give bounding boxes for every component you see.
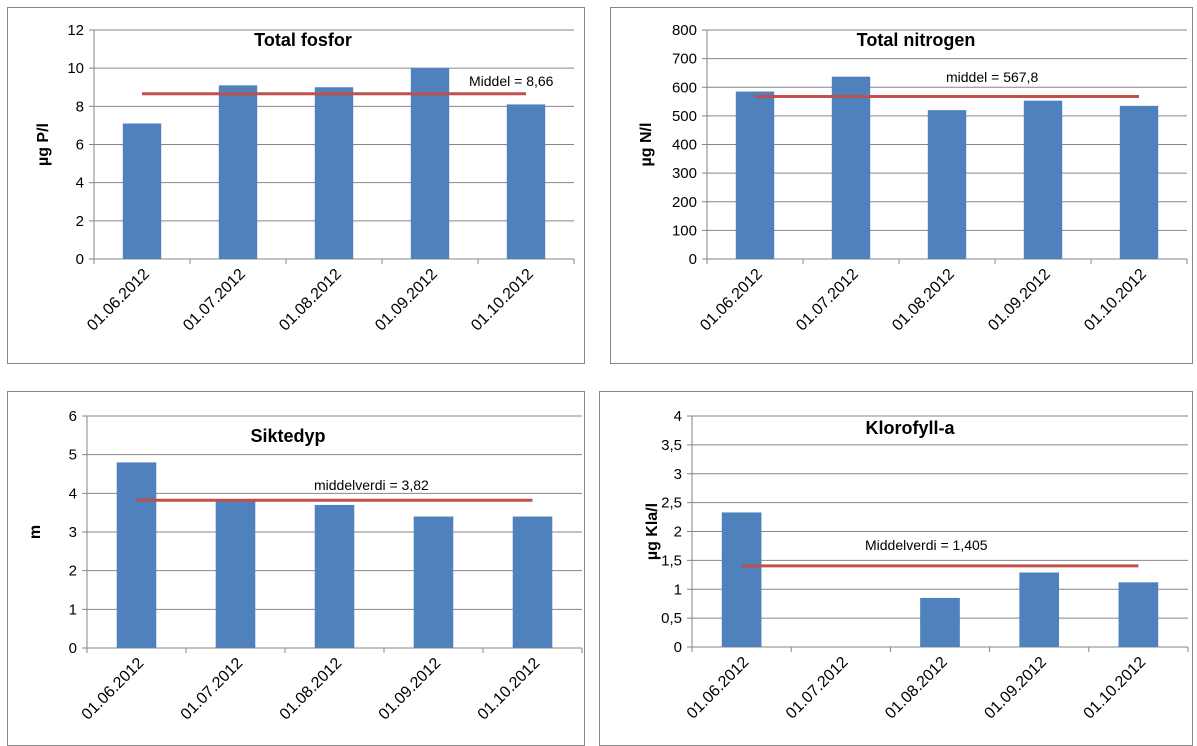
y-tick-label: 0 bbox=[76, 251, 84, 268]
mean-label: Middel = 8,66 bbox=[469, 73, 554, 89]
y-tick-label: 1,5 bbox=[661, 552, 682, 569]
x-tick-label: 01.07.2012 bbox=[793, 266, 862, 335]
y-tick-label: 300 bbox=[672, 165, 697, 182]
bar bbox=[506, 104, 546, 259]
x-tick-label: 01.08.2012 bbox=[276, 266, 345, 335]
chart-total-nitrogen: 0 100 200 300 400 500 600 700 800 01.06.2012 01.07… bbox=[610, 7, 1193, 364]
mean-label: middelverdi = 3,82 bbox=[314, 477, 429, 493]
chart-klorofyll-a: 0 0,5 1 1,5 2 2,5 3 3,5 4 01.06.2012 01.07.2012 01.… bbox=[599, 391, 1193, 746]
y-tick-label: 4 bbox=[76, 175, 84, 192]
y-tick-label: 100 bbox=[672, 222, 697, 239]
x-tick-label: 01.06.2012 bbox=[79, 655, 148, 724]
y-tick-label: 800 bbox=[672, 22, 697, 39]
x-tick-label: 01.09.2012 bbox=[985, 266, 1054, 335]
y-tick-label: 600 bbox=[672, 79, 697, 96]
y-tick-label: 1 bbox=[69, 601, 77, 618]
x-tick-label: 01.06.2012 bbox=[84, 266, 153, 335]
bar bbox=[735, 91, 775, 259]
y-axis-label: µg N/l bbox=[638, 123, 655, 167]
y-tick-label: 3 bbox=[674, 466, 682, 483]
x-tick-label: 01.10.2012 bbox=[475, 655, 544, 724]
bar bbox=[512, 516, 553, 648]
chart-title: Klorofyll-a bbox=[865, 418, 955, 438]
y-tick-label: 500 bbox=[672, 108, 697, 125]
mean-label: middel = 567,8 bbox=[946, 69, 1038, 85]
y-tick-label: 2,5 bbox=[661, 495, 682, 512]
y-tick-label: 5 bbox=[69, 447, 77, 464]
bar bbox=[1023, 100, 1063, 259]
chart-title: Total fosfor bbox=[254, 30, 352, 50]
chart-svg: 0 2 4 6 8 10 12 01.06.2012 01.07.2012 01.08.2012 0… bbox=[35, 22, 575, 335]
y-tick-label: 200 bbox=[672, 194, 697, 211]
y-tick-label: 4 bbox=[674, 408, 682, 425]
chart-svg: 0 0,5 1 1,5 2 2,5 3 3,5 4 01.06.2012 01.07.2012 01.… bbox=[644, 408, 1189, 723]
x-tick-label: 01.06.2012 bbox=[697, 266, 766, 335]
x-tick-label: 01.10.2012 bbox=[1081, 266, 1150, 335]
chart-title: Siktedyp bbox=[250, 426, 325, 446]
x-tick-label: 01.07.2012 bbox=[180, 266, 249, 335]
x-tick-label: 01.10.2012 bbox=[468, 266, 537, 335]
y-tick-label: 3 bbox=[69, 524, 77, 541]
x-tick-label: 01.09.2012 bbox=[372, 266, 441, 335]
bar bbox=[1019, 572, 1060, 647]
y-tick-label: 6 bbox=[76, 137, 84, 154]
chart-total-fosfor: 0 2 4 6 8 10 12 01.06.2012 01.07.2012 01.08.2012 0… bbox=[7, 7, 585, 364]
bar bbox=[122, 123, 162, 259]
x-tick-label: 01.08.2012 bbox=[882, 654, 951, 723]
y-tick-label: 0 bbox=[674, 639, 682, 656]
y-axis-label: µg P/l bbox=[35, 123, 52, 166]
bar bbox=[215, 501, 256, 648]
mean-label: Middelverdi = 1,405 bbox=[865, 537, 988, 553]
bar bbox=[314, 87, 354, 259]
bar bbox=[831, 76, 871, 259]
bar bbox=[218, 85, 258, 259]
y-tick-label: 2 bbox=[76, 213, 84, 230]
y-tick-label: 12 bbox=[67, 22, 84, 39]
y-tick-label: 700 bbox=[672, 51, 697, 68]
chart-siktedyp: 0 1 2 3 4 5 6 01.06.2012 01.07.2012 01.08.2012 01.… bbox=[7, 391, 585, 746]
x-tick-label: 01.09.2012 bbox=[376, 655, 445, 724]
chart-svg: 0 1 2 3 4 5 6 01.06.2012 01.07.2012 01.08.2012 01.… bbox=[27, 408, 583, 724]
x-tick-label: 01.07.2012 bbox=[783, 654, 852, 723]
x-tick-label: 01.10.2012 bbox=[1081, 654, 1150, 723]
y-tick-label: 8 bbox=[76, 98, 84, 115]
bar bbox=[920, 597, 960, 647]
chart-title: Total nitrogen bbox=[857, 30, 976, 50]
y-tick-label: 3,5 bbox=[661, 437, 682, 454]
y-tick-label: 4 bbox=[69, 485, 77, 502]
y-tick-label: 0 bbox=[689, 251, 697, 268]
y-axis-label: µg Kla/l bbox=[644, 503, 661, 560]
x-tick-label: 01.07.2012 bbox=[178, 655, 247, 724]
bar bbox=[116, 462, 157, 648]
x-tick-label: 01.08.2012 bbox=[889, 266, 958, 335]
y-tick-label: 400 bbox=[672, 137, 697, 154]
x-tick-label: 01.08.2012 bbox=[277, 655, 346, 724]
chart-svg: 0 100 200 300 400 500 600 700 800 01.06.2012 01.07… bbox=[638, 22, 1188, 335]
bar bbox=[1118, 582, 1159, 647]
y-tick-label: 6 bbox=[69, 408, 77, 425]
y-axis-label: m bbox=[27, 525, 44, 539]
y-tick-label: 0 bbox=[69, 640, 77, 657]
bar bbox=[721, 512, 762, 647]
x-tick-label: 01.06.2012 bbox=[684, 654, 753, 723]
y-tick-label: 0,5 bbox=[661, 610, 682, 627]
y-tick-label: 2 bbox=[674, 524, 682, 541]
bar bbox=[413, 516, 454, 648]
bar bbox=[314, 504, 355, 648]
bar bbox=[1119, 105, 1159, 259]
y-tick-label: 2 bbox=[69, 563, 77, 580]
bar bbox=[927, 110, 967, 260]
y-tick-label: 1 bbox=[674, 581, 682, 598]
x-tick-label: 01.09.2012 bbox=[981, 654, 1050, 723]
bar bbox=[410, 68, 450, 259]
y-tick-label: 10 bbox=[67, 60, 84, 77]
